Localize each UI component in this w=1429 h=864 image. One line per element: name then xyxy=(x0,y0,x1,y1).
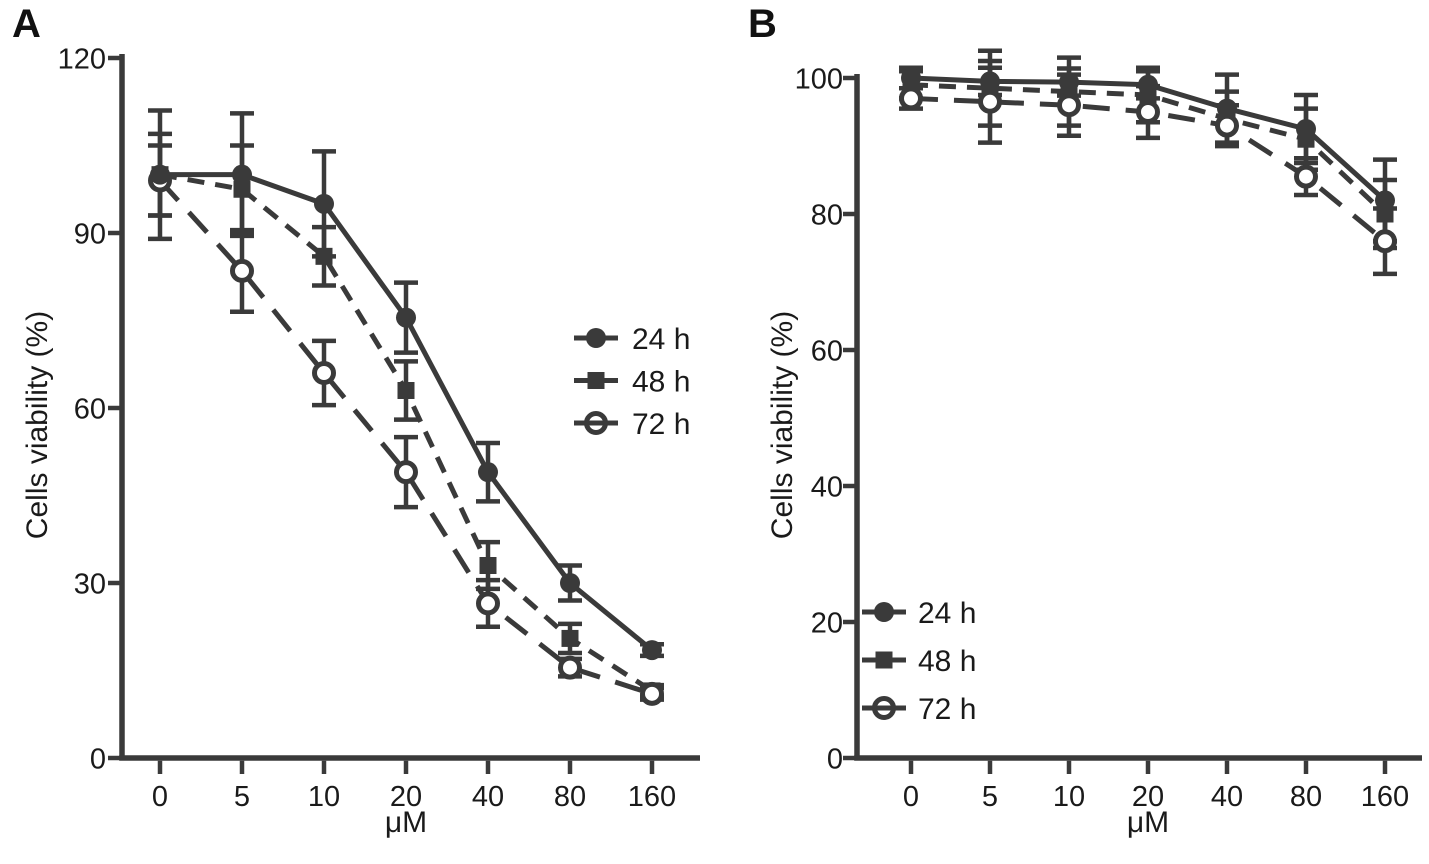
points-24h xyxy=(901,68,1395,211)
panel-b-chart: 0 20 40 60 80 100 0 5 10 20 40 80 160 24 h 48 h 72 h xyxy=(795,48,1422,813)
x-tick-label: 40 xyxy=(1211,781,1243,813)
legend-item-72h: 72 h xyxy=(574,408,690,441)
y-tick-label: 20 xyxy=(811,607,843,639)
data-point-24h xyxy=(232,164,252,185)
y-tick-label: 0 xyxy=(827,743,843,775)
points-72h xyxy=(899,86,1397,254)
data-point-24h xyxy=(478,462,498,483)
data-point-24h xyxy=(1138,74,1158,95)
x-tick-label: 80 xyxy=(554,781,586,813)
x-tick-label: 10 xyxy=(308,781,340,813)
y-tick-label: 0 xyxy=(90,743,106,775)
legend-item-48h: 48 h xyxy=(574,365,690,398)
x-tick-label: 0 xyxy=(903,781,919,813)
data-point-48h xyxy=(315,247,333,265)
panel-b-legend: 24 h 48 h 72 h xyxy=(862,597,976,726)
y-tick-label: 120 xyxy=(58,43,106,75)
data-point-72h xyxy=(230,258,254,283)
data-point-72h xyxy=(476,591,500,616)
y-tick-label: 80 xyxy=(811,199,843,231)
x-tick-label: 80 xyxy=(1290,781,1322,813)
data-point-48h xyxy=(1376,205,1394,223)
data-point-48h xyxy=(479,557,497,574)
x-tick-label: 160 xyxy=(628,781,676,813)
data-point-72h xyxy=(1294,164,1318,189)
line-48h xyxy=(159,172,654,694)
error-bars-48h xyxy=(148,131,664,699)
y-tick-label: 30 xyxy=(74,568,106,600)
x-tick-label: 40 xyxy=(472,781,504,813)
data-point-72h xyxy=(1136,100,1160,124)
legend-item-48h: 48 h xyxy=(862,645,976,678)
panel-b-letter: B xyxy=(748,2,777,46)
x-tick-label: 160 xyxy=(1361,781,1409,813)
data-point-24h xyxy=(1296,119,1316,139)
panel-a-x-axis-title: μM xyxy=(384,806,428,839)
data-point-24h xyxy=(1375,190,1395,211)
data-point-48h xyxy=(561,629,579,647)
y-tick-label: 60 xyxy=(74,393,106,425)
data-point-24h xyxy=(642,640,662,661)
data-point-24h xyxy=(901,68,921,88)
panel-a-letter: A xyxy=(12,2,41,46)
data-point-24h xyxy=(1059,72,1079,93)
data-point-72h xyxy=(1215,113,1239,138)
panel-a-axes: 0 30 60 90 120 0 5 10 20 40 80 160 xyxy=(58,43,700,813)
data-point-72h xyxy=(558,655,582,680)
data-point-24h xyxy=(980,71,1000,92)
points-48h xyxy=(902,76,1394,223)
data-point-48h xyxy=(397,382,415,399)
x-tick-label: 20 xyxy=(390,781,422,813)
panel-b-axes: 0 20 40 60 80 100 0 5 10 20 40 80 160 xyxy=(795,63,1422,813)
legend-label: 72 h xyxy=(632,408,690,441)
x-tick-label: 0 xyxy=(152,781,168,813)
data-point-48h xyxy=(233,180,251,198)
points-72h xyxy=(148,168,664,706)
y-tick-label: 100 xyxy=(795,63,843,95)
x-tick-label: 20 xyxy=(1132,781,1164,813)
legend-marker-filled-square-icon xyxy=(875,651,893,669)
data-point-24h xyxy=(150,164,170,185)
panel-a-legend: 24 h 48 h 72 h xyxy=(574,323,690,441)
data-point-24h xyxy=(1217,98,1237,119)
data-point-24h xyxy=(314,193,334,214)
y-tick-label: 60 xyxy=(811,335,843,367)
legend-label: 72 h xyxy=(918,693,976,726)
data-point-72h xyxy=(394,460,418,485)
points-48h xyxy=(151,166,661,700)
x-tick-label: 10 xyxy=(1053,781,1085,813)
data-point-24h xyxy=(396,307,416,328)
legend-label: 24 h xyxy=(918,597,976,630)
x-tick-label: 5 xyxy=(982,781,998,813)
panel-a-series xyxy=(148,108,664,706)
data-point-72h xyxy=(978,89,1002,114)
legend-marker-filled-circle-icon xyxy=(586,328,606,348)
x-tick-label: 5 xyxy=(234,781,250,813)
legend-marker-filled-circle-icon xyxy=(874,602,894,622)
data-point-72h xyxy=(640,681,664,706)
data-point-72h xyxy=(899,86,923,111)
y-tick-label: 90 xyxy=(74,218,106,250)
legend-label: 24 h xyxy=(632,323,690,356)
legend-label: 48 h xyxy=(632,365,690,398)
panel-a-chart: 0 30 60 90 120 0 5 10 20 40 80 160 24 h 48 h 72 h xyxy=(58,43,700,813)
legend-item-24h: 24 h xyxy=(862,597,976,630)
legend-marker-filled-square-icon xyxy=(587,372,605,389)
legend-label: 48 h xyxy=(918,645,976,678)
y-tick-label: 40 xyxy=(811,471,843,503)
points-24h xyxy=(150,164,662,661)
panel-b-series xyxy=(899,48,1397,277)
data-point-72h xyxy=(1057,93,1081,118)
data-point-72h xyxy=(312,361,336,385)
panel-b-x-axis-title: μM xyxy=(1126,806,1170,839)
legend-item-24h: 24 h xyxy=(574,323,690,356)
data-point-72h xyxy=(1373,229,1397,254)
legend-item-72h: 72 h xyxy=(862,693,976,726)
data-point-24h xyxy=(560,573,580,593)
